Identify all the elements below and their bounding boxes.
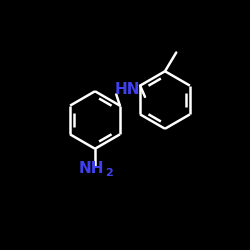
Text: NH: NH bbox=[78, 161, 104, 176]
Text: 2: 2 bbox=[105, 168, 112, 178]
Text: HN: HN bbox=[115, 82, 140, 97]
